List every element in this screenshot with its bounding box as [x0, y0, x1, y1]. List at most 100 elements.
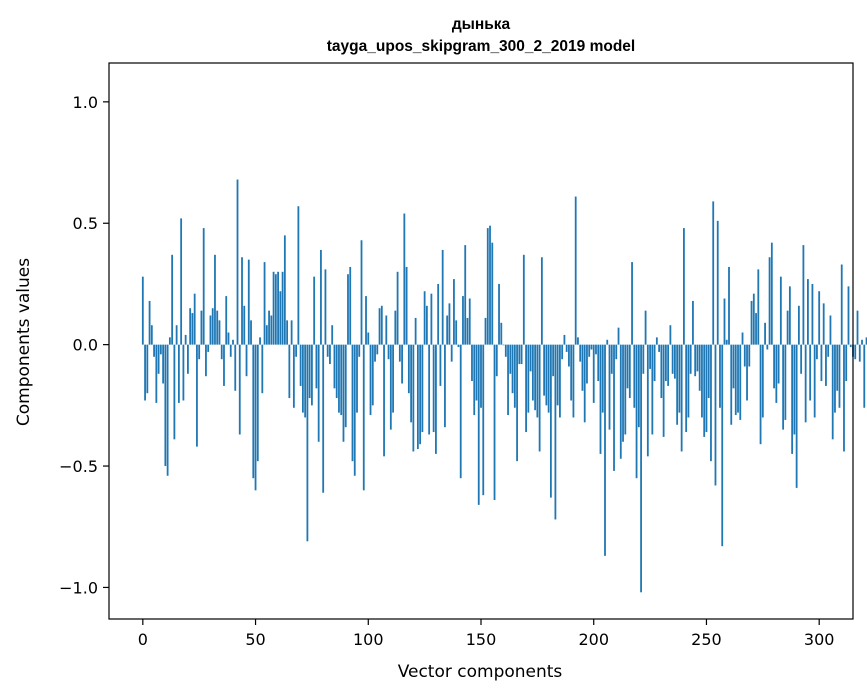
bar-176: [538, 344, 541, 452]
x-tick-label: 0: [138, 630, 148, 649]
bar-286: [786, 310, 789, 345]
bar-83: [329, 344, 331, 365]
bar-94: [353, 344, 356, 476]
y-tick-label: 1.0: [73, 93, 98, 112]
bar-91: [347, 274, 349, 345]
bar-245: [694, 344, 697, 377]
bar-145: [468, 298, 471, 345]
bar-154: [489, 225, 491, 345]
bar-170: [525, 344, 527, 433]
bar-302: [822, 303, 825, 345]
bar-99: [365, 296, 367, 345]
bar-312: [845, 344, 848, 382]
bar-38: [227, 332, 230, 345]
bar-223: [644, 310, 647, 345]
bar-81: [324, 269, 327, 345]
bar-241: [685, 344, 688, 433]
bar-169: [522, 254, 525, 345]
bar-253: [712, 201, 715, 345]
bar-16: [177, 344, 180, 403]
bar-262: [732, 344, 735, 389]
bar-142: [462, 296, 464, 345]
bar-240: [683, 228, 685, 345]
bar-185: [559, 344, 561, 418]
bar-193: [577, 337, 579, 345]
bar-42: [236, 179, 239, 345]
bar-243: [689, 344, 692, 374]
bar-180: [547, 344, 550, 413]
bar-63: [283, 235, 286, 345]
bar-177: [540, 257, 543, 345]
bar-127: [428, 344, 431, 435]
bar-208: [610, 344, 613, 374]
bar-274: [759, 344, 762, 445]
bar-65: [288, 344, 291, 399]
bar-277: [766, 344, 769, 350]
bar-228: [655, 337, 658, 345]
bar-3: [148, 300, 151, 345]
bar-239: [680, 344, 683, 452]
bar-144: [466, 317, 469, 345]
bar-31: [211, 308, 214, 345]
bar-297: [811, 283, 814, 345]
bar-76: [313, 276, 316, 345]
x-tick-label: 50: [245, 630, 265, 649]
bar-242: [687, 344, 690, 418]
bar-124: [421, 344, 424, 433]
bar-226: [651, 344, 654, 435]
bar-229: [658, 344, 661, 352]
bar-280: [773, 344, 775, 389]
bar-93: [351, 344, 354, 462]
bar-234: [669, 325, 672, 345]
bar-308: [836, 344, 839, 391]
bar-207: [608, 344, 611, 430]
bar-289: [793, 344, 796, 435]
bar-183: [554, 344, 557, 520]
bar-138: [453, 279, 455, 345]
bar-7: [157, 344, 160, 374]
bar-300: [818, 291, 821, 345]
bar-8: [159, 344, 162, 355]
bar-221: [640, 344, 642, 593]
bar-301: [820, 344, 823, 382]
bar-148: [475, 344, 478, 401]
bar-118: [407, 344, 410, 394]
bar-250: [705, 344, 708, 433]
bar-74: [308, 344, 311, 399]
bar-161: [504, 344, 507, 357]
bar-27: [202, 228, 205, 345]
bar-12: [168, 337, 171, 345]
bar-165: [513, 344, 516, 408]
bar-224: [646, 344, 649, 457]
bars-group: [141, 179, 867, 593]
bar-41: [234, 344, 237, 391]
bar-257: [721, 344, 724, 547]
bar-162: [507, 344, 509, 416]
bar-26: [200, 310, 203, 345]
bar-120: [412, 344, 415, 452]
bar-11: [166, 344, 169, 476]
bar-85: [333, 344, 336, 389]
bar-317: [856, 310, 859, 345]
bar-30: [209, 315, 212, 345]
bar-141: [459, 344, 462, 479]
bar-14: [173, 344, 176, 440]
bar-122: [416, 344, 419, 450]
x-tick-label: 200: [578, 630, 609, 649]
bar-187: [563, 334, 566, 345]
bar-285: [784, 344, 787, 420]
bar-110: [389, 344, 392, 430]
bar-166: [516, 344, 518, 462]
bar-201: [595, 344, 597, 355]
bar-314: [849, 344, 852, 348]
bar-288: [791, 344, 794, 454]
bar-6: [155, 344, 158, 403]
bar-114: [398, 344, 401, 362]
bar-272: [755, 313, 757, 345]
bar-106: [380, 305, 383, 345]
bar-283: [779, 276, 782, 345]
bar-267: [743, 344, 746, 367]
bar-72: [304, 344, 307, 418]
bar-69: [297, 206, 300, 345]
bar-303: [825, 344, 827, 386]
